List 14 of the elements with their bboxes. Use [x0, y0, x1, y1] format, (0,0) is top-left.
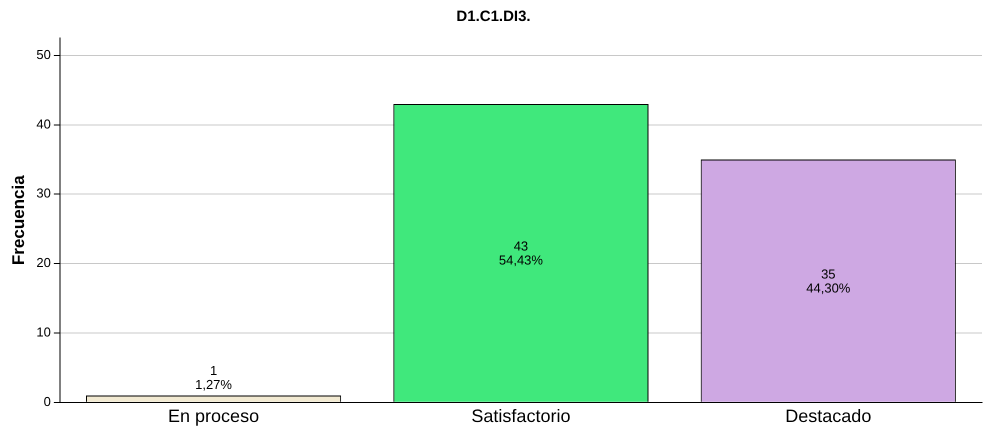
x-tick-label: Destacado — [785, 406, 872, 426]
y-tick-label: 10 — [36, 324, 51, 340]
chart-title: D1.C1.DI3. — [456, 8, 531, 26]
x-tick-label: Satisfactorio — [471, 406, 570, 426]
y-tick-label: 30 — [36, 186, 51, 201]
y-tick-label: 50 — [36, 46, 51, 62]
x-tick-label: En proceso — [168, 406, 260, 426]
data-label: 1 1,27% — [195, 363, 232, 392]
y-tick-label: 20 — [36, 255, 51, 270]
y-tick-label: 0 — [44, 394, 51, 409]
y-axis-title: Frecuencia — [8, 174, 28, 266]
data-label: 35 44,30% — [806, 266, 851, 296]
data-label: 43 54,43% — [498, 238, 544, 268]
y-tick-label: 40 — [36, 116, 51, 132]
